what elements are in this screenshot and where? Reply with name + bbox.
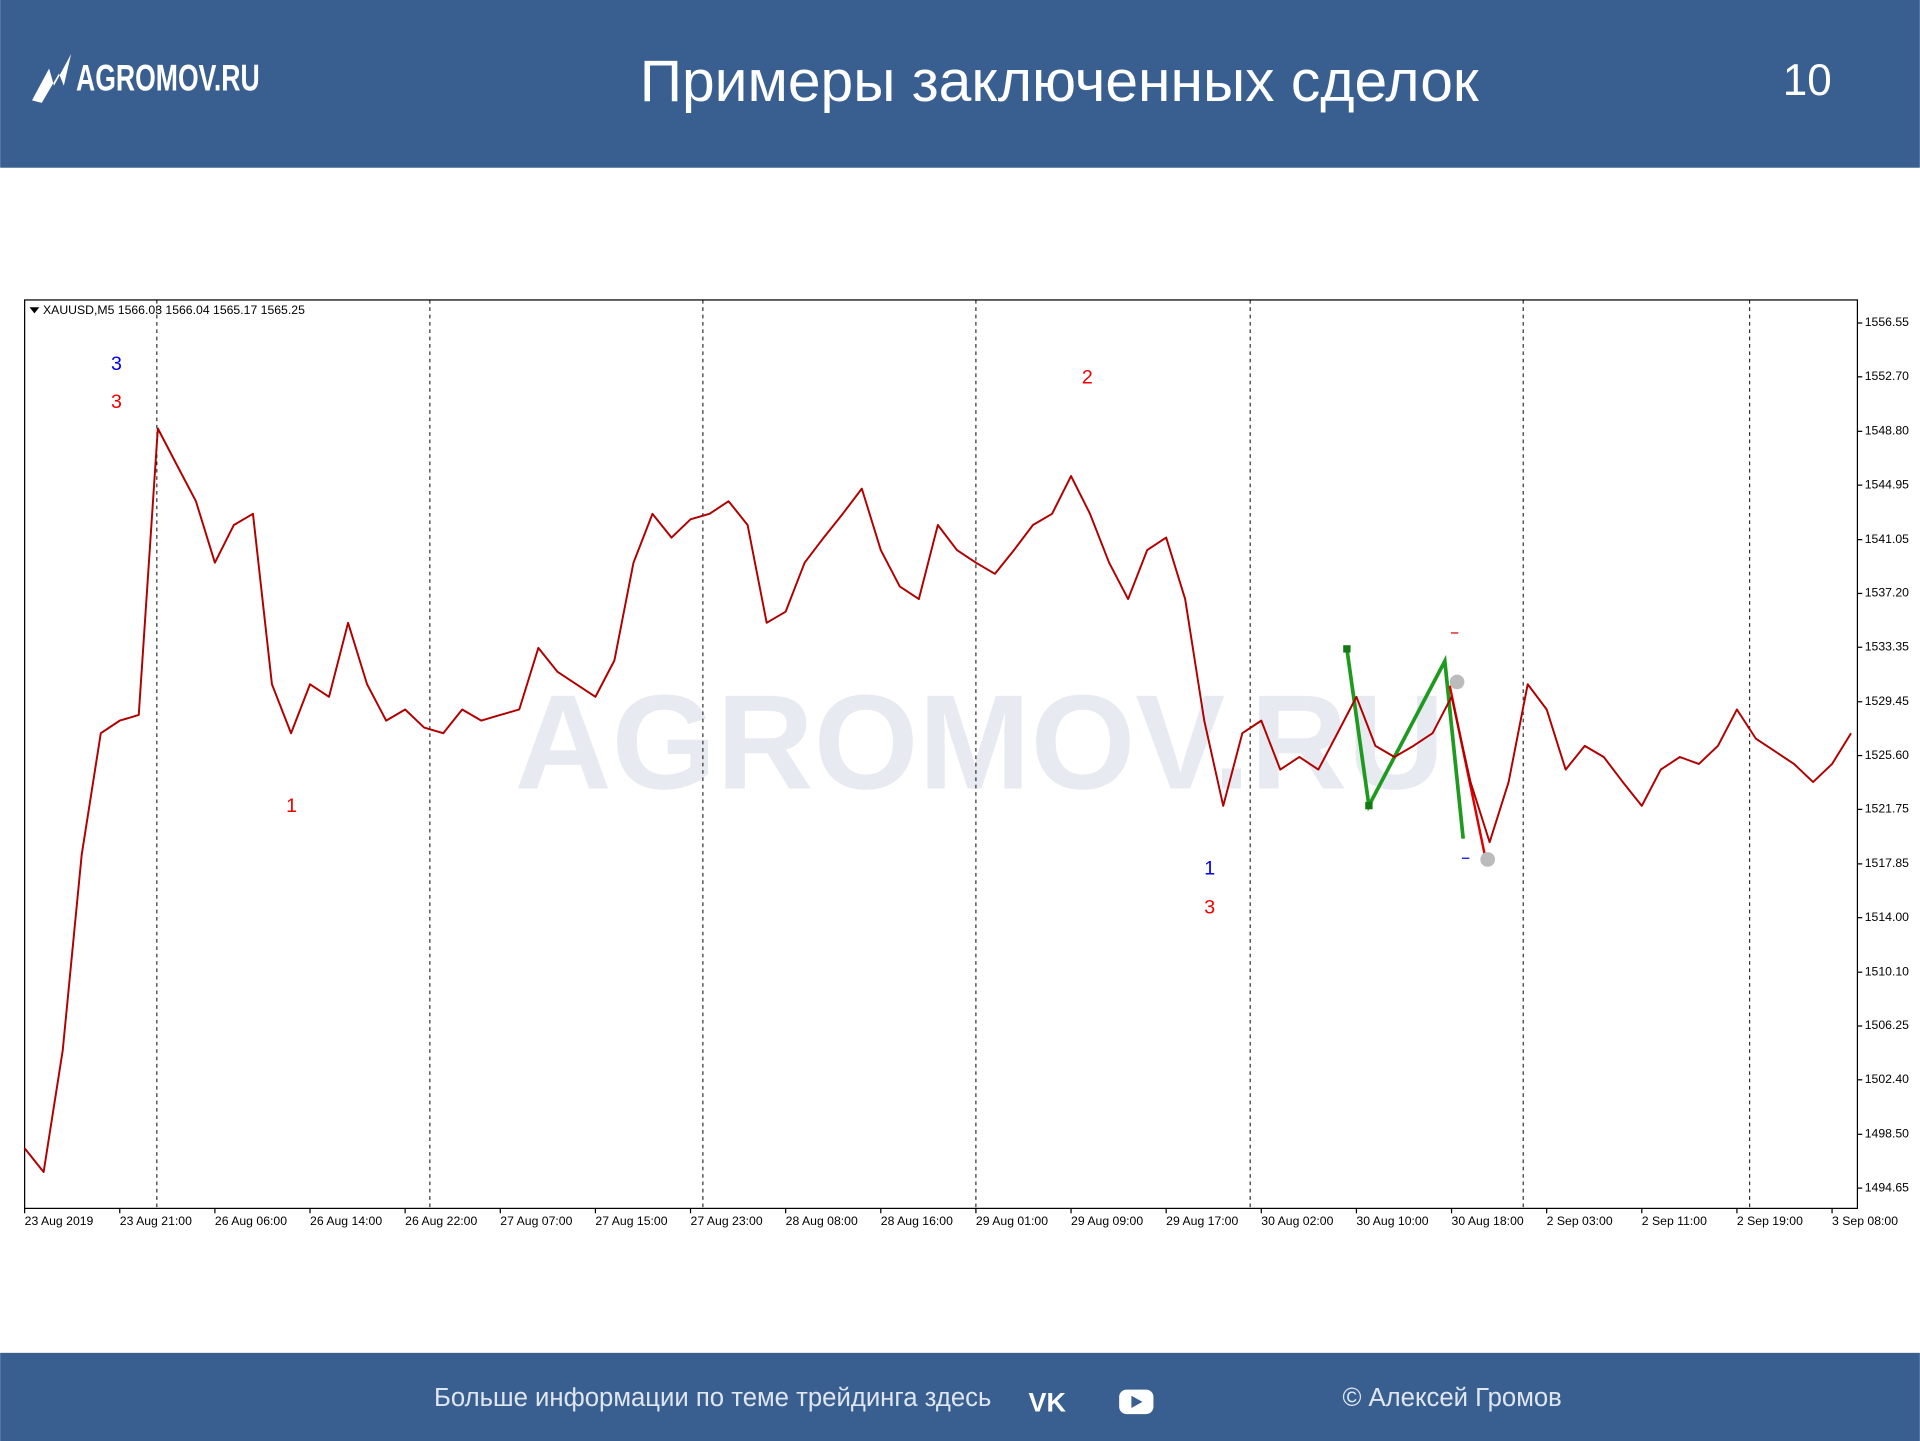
pattern-point (1365, 801, 1373, 810)
logo: AGROMOV.RU (76, 58, 260, 99)
y-tick-label: 1498.50 (1865, 1127, 1909, 1141)
copyright: © Алексей Громов (1342, 1384, 1561, 1412)
x-tick-label: 2 Sep 11:00 (1642, 1214, 1707, 1228)
x-tick-label: 23 Aug 2019 (25, 1214, 94, 1228)
trade-point (1449, 674, 1465, 690)
x-tick-label: 2 Sep 19:00 (1737, 1214, 1803, 1228)
annotation: 3 (1204, 897, 1215, 919)
pattern-point (1343, 645, 1351, 653)
plot-area (24, 299, 1859, 1209)
y-tick-label: 1544.95 (1865, 477, 1909, 491)
logo-icon (31, 53, 72, 103)
annotation: 2 (1082, 366, 1093, 388)
x-tick-label: 30 Aug 10:00 (1356, 1214, 1428, 1228)
annotation: 3 (111, 391, 122, 413)
x-tick-label: 26 Aug 14:00 (310, 1214, 382, 1228)
y-tick-label: 1502.40 (1865, 1072, 1909, 1086)
page-number: 10 (1783, 56, 1832, 105)
trade-point (1480, 852, 1496, 867)
x-tick-label: 30 Aug 18:00 (1452, 1214, 1524, 1228)
slide-title: Примеры заключенных сделок (640, 49, 1479, 114)
y-tick-label: 1533.35 (1865, 639, 1909, 653)
x-tick-label: 23 Aug 21:00 (120, 1214, 192, 1228)
chart: AGROMOV.RU XAUUSD,M5 1566.03 1566.04 156… (23, 299, 1909, 1228)
footer-text: Больше информации по теме трейдинга здес… (434, 1384, 991, 1412)
y-tick-label: 1525.60 (1865, 748, 1909, 762)
x-tick-label: 28 Aug 16:00 (881, 1214, 953, 1228)
y-tick-label: 1541.05 (1865, 532, 1909, 546)
x-tick-label: 2 Sep 03:00 (1547, 1214, 1613, 1228)
x-tick-label: 28 Aug 08:00 (786, 1214, 858, 1228)
x-tick-label: 27 Aug 15:00 (595, 1214, 667, 1228)
x-tick-label: 29 Aug 09:00 (1071, 1214, 1143, 1228)
x-tick-label: 27 Aug 23:00 (691, 1214, 763, 1228)
watermark: AGROMOV.RU (514, 667, 1444, 818)
chart-info: XAUUSD,M5 1566.03 1566.04 1565.17 1565.2… (43, 303, 305, 317)
y-tick-label: 1529.45 (1865, 694, 1909, 708)
y-tick-label: 1514.00 (1865, 910, 1909, 924)
y-tick-label: 1548.80 (1865, 424, 1909, 438)
x-tick-label: 26 Aug 06:00 (215, 1214, 287, 1228)
y-tick-label: 1552.70 (1865, 369, 1909, 383)
x-tick-label: 29 Aug 01:00 (976, 1214, 1048, 1228)
y-tick-label: 1510.10 (1865, 964, 1909, 978)
pattern-line (1345, 648, 1466, 839)
y-tick-label: 1537.20 (1865, 586, 1909, 600)
price-line (23, 427, 1852, 1174)
y-tick-label: 1494.65 (1865, 1180, 1909, 1194)
annotation: 1 (286, 795, 297, 817)
annotation: 1 (1204, 857, 1215, 879)
info-arrow (29, 307, 40, 314)
y-tick-label: 1556.55 (1865, 315, 1909, 329)
vk-icon[interactable]: VK (1029, 1387, 1067, 1417)
x-tick-label: 3 Sep 08:00 (1832, 1214, 1898, 1228)
y-tick-label: 1521.75 (1865, 802, 1909, 816)
header-bar (0, 0, 1920, 168)
annotation: 3 (111, 353, 122, 375)
x-tick-label: 27 Aug 07:00 (500, 1214, 572, 1228)
y-tick-label: 1506.25 (1865, 1018, 1909, 1032)
day-separators (156, 299, 1751, 1209)
footer-bar (0, 1352, 1920, 1441)
x-tick-label: 26 Aug 22:00 (405, 1214, 477, 1228)
x-tick-label: 29 Aug 17:00 (1166, 1214, 1238, 1228)
x-tick-label: 30 Aug 02:00 (1261, 1214, 1333, 1228)
y-tick-label: 1517.85 (1865, 856, 1909, 870)
youtube-play (1131, 1395, 1143, 1408)
